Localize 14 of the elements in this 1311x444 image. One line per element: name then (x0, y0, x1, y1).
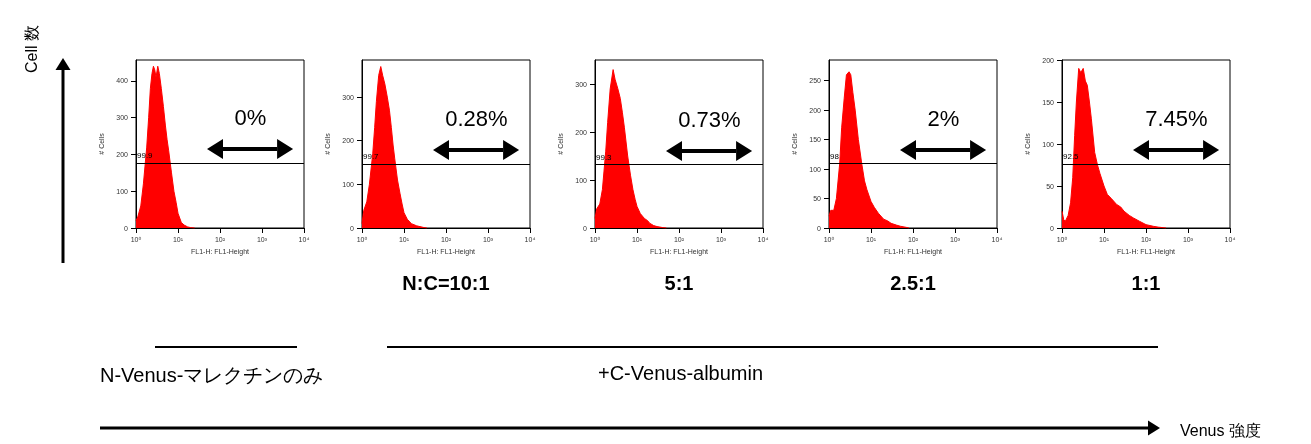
annotation: 98 (830, 151, 839, 161)
annotation: 0% (234, 105, 267, 132)
text: 5:1 (664, 272, 694, 295)
text: +C-Venus-albumin (598, 362, 764, 385)
text: Venus 強度 (1180, 421, 1261, 441)
text: Cell 数 (22, 25, 41, 74)
text: 1:1 (1131, 272, 1161, 295)
text: N-Venus-マレクチンのみ (100, 363, 324, 388)
text: N:C=10:1 (402, 272, 490, 295)
annotation: 7.45% (1145, 106, 1208, 133)
annotation: 2% (927, 105, 960, 132)
annotation: 0.73% (678, 106, 741, 133)
text: 2.5:1 (890, 272, 936, 295)
annotation: 0.28% (445, 105, 508, 132)
